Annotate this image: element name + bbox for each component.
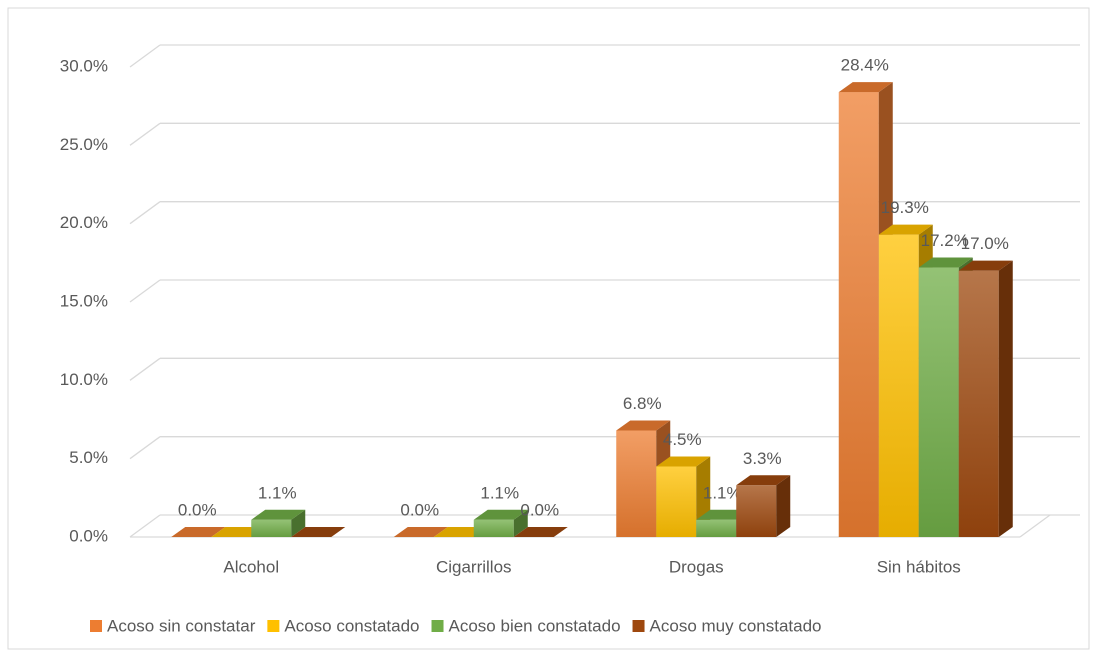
y-tick-label: 10.0% — [60, 370, 108, 389]
bar-top — [291, 527, 346, 537]
floor-right — [1019, 514, 1051, 538]
y-tick-label: 15.0% — [60, 291, 108, 310]
legend-swatch — [431, 620, 444, 632]
data-label: 0.0% — [520, 500, 559, 519]
bar — [616, 430, 657, 537]
grid-side — [129, 514, 161, 538]
bar-top — [656, 456, 711, 467]
grid-side — [129, 279, 161, 303]
legend-label: Acoso bien constatado — [449, 616, 621, 635]
bar — [251, 519, 292, 537]
grid-side — [129, 122, 161, 146]
grid-side — [129, 436, 161, 460]
data-label: 1.1% — [258, 483, 297, 502]
legend-label: Acoso constatado — [284, 616, 419, 635]
data-label: 4.5% — [663, 430, 702, 449]
bar-top — [878, 224, 933, 235]
bar-top — [393, 527, 448, 537]
x-tick-label: Cigarrillos — [436, 557, 512, 576]
bar — [838, 92, 879, 538]
y-tick-label: 5.0% — [69, 448, 108, 467]
grid-side — [129, 357, 161, 381]
y-tick-label: 20.0% — [60, 213, 108, 232]
bar-top — [736, 475, 791, 486]
bar — [918, 267, 959, 537]
bar-side — [291, 509, 306, 537]
bar — [878, 234, 919, 537]
bar-top — [958, 260, 1013, 271]
bar-side — [776, 475, 791, 537]
bar-top — [251, 509, 306, 520]
data-label: 17.0% — [961, 234, 1009, 253]
data-label: 1.1% — [703, 483, 742, 502]
data-label: 1.1% — [480, 483, 519, 502]
legend-swatch — [632, 620, 645, 632]
x-tick-label: Drogas — [669, 557, 724, 576]
bar — [656, 466, 697, 537]
legend-label: Acoso muy constatado — [650, 616, 822, 635]
x-tick-label: Alcohol — [223, 557, 279, 576]
bar-top — [838, 82, 893, 93]
bar-side — [998, 260, 1013, 537]
y-tick-label: 30.0% — [60, 56, 108, 75]
legend-swatch — [90, 620, 102, 632]
data-label: 17.2% — [921, 231, 969, 250]
bar-top — [513, 527, 568, 537]
grid-side — [129, 201, 161, 225]
bar — [473, 519, 514, 537]
bar — [696, 519, 737, 537]
y-tick-label: 25.0% — [60, 135, 108, 154]
data-label: 0.0% — [178, 500, 217, 519]
data-label: 3.3% — [743, 449, 782, 468]
bar — [736, 485, 777, 537]
x-tick-label: Sin hábitos — [877, 557, 961, 576]
data-label: 19.3% — [881, 198, 929, 217]
bar-top — [918, 257, 973, 268]
data-label: 28.4% — [841, 56, 889, 75]
legend-swatch — [267, 620, 280, 632]
bar-top — [616, 420, 671, 431]
bar-top — [171, 527, 226, 537]
grid-side — [129, 44, 161, 68]
data-label: 0.0% — [400, 500, 439, 519]
data-label: 6.8% — [623, 394, 662, 413]
bar — [958, 270, 999, 537]
bar-side — [513, 509, 528, 537]
legend-label: Acoso sin constatar — [107, 616, 256, 635]
bar-top — [473, 509, 528, 520]
y-tick-label: 0.0% — [69, 526, 108, 545]
